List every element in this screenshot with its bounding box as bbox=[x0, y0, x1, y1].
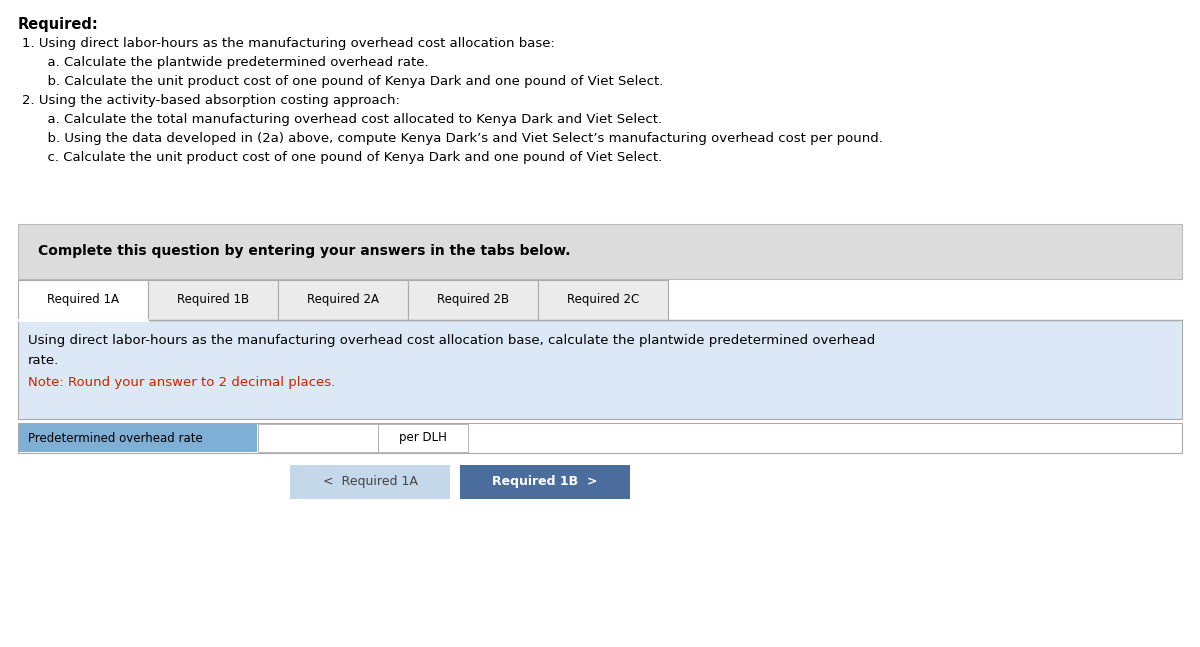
Text: Required 1B  >: Required 1B > bbox=[492, 476, 598, 488]
Text: a. Calculate the plantwide predetermined overhead rate.: a. Calculate the plantwide predetermined… bbox=[22, 56, 428, 69]
Text: rate.: rate. bbox=[28, 354, 59, 367]
Text: 2. Using the activity-based absorption costing approach:: 2. Using the activity-based absorption c… bbox=[22, 94, 400, 107]
Bar bbox=[460, 465, 630, 499]
Bar bbox=[290, 465, 450, 499]
Bar bbox=[18, 320, 1182, 419]
Text: Complete this question by entering your answers in the tabs below.: Complete this question by entering your … bbox=[38, 245, 570, 259]
Bar bbox=[408, 280, 538, 320]
Text: Predetermined overhead rate: Predetermined overhead rate bbox=[28, 432, 203, 444]
Bar bbox=[278, 280, 408, 320]
Bar bbox=[18, 280, 148, 320]
Bar bbox=[18, 423, 1182, 453]
Text: c. Calculate the unit product cost of one pound of Kenya Dark and one pound of V: c. Calculate the unit product cost of on… bbox=[22, 151, 662, 164]
Bar bbox=[538, 280, 668, 320]
Text: Required 2A: Required 2A bbox=[307, 294, 379, 307]
Text: Required 2C: Required 2C bbox=[566, 294, 640, 307]
Text: a. Calculate the total manufacturing overhead cost allocated to Kenya Dark and V: a. Calculate the total manufacturing ove… bbox=[22, 113, 662, 126]
Text: Note: Round your answer to 2 decimal places.: Note: Round your answer to 2 decimal pla… bbox=[28, 376, 335, 389]
Text: <  Required 1A: < Required 1A bbox=[323, 476, 418, 488]
Text: b. Calculate the unit product cost of one pound of Kenya Dark and one pound of V: b. Calculate the unit product cost of on… bbox=[22, 75, 664, 88]
Text: Using direct labor-hours as the manufacturing overhead cost allocation base, cal: Using direct labor-hours as the manufact… bbox=[28, 334, 875, 347]
Text: Required 2B: Required 2B bbox=[437, 294, 509, 307]
Bar bbox=[258, 424, 378, 452]
Text: Required 1B: Required 1B bbox=[176, 294, 250, 307]
Bar bbox=[148, 280, 278, 320]
Bar bbox=[18, 224, 1182, 279]
Text: 1. Using direct labor-hours as the manufacturing overhead cost allocation base:: 1. Using direct labor-hours as the manuf… bbox=[22, 37, 554, 50]
Bar bbox=[378, 424, 468, 452]
Text: Required:: Required: bbox=[18, 17, 98, 32]
Text: per DLH: per DLH bbox=[400, 432, 446, 444]
Bar bbox=[19, 424, 257, 452]
Text: Required 1A: Required 1A bbox=[47, 294, 119, 307]
Text: b. Using the data developed in (2a) above, compute Kenya Dark’s and Viet Select’: b. Using the data developed in (2a) abov… bbox=[22, 132, 883, 145]
